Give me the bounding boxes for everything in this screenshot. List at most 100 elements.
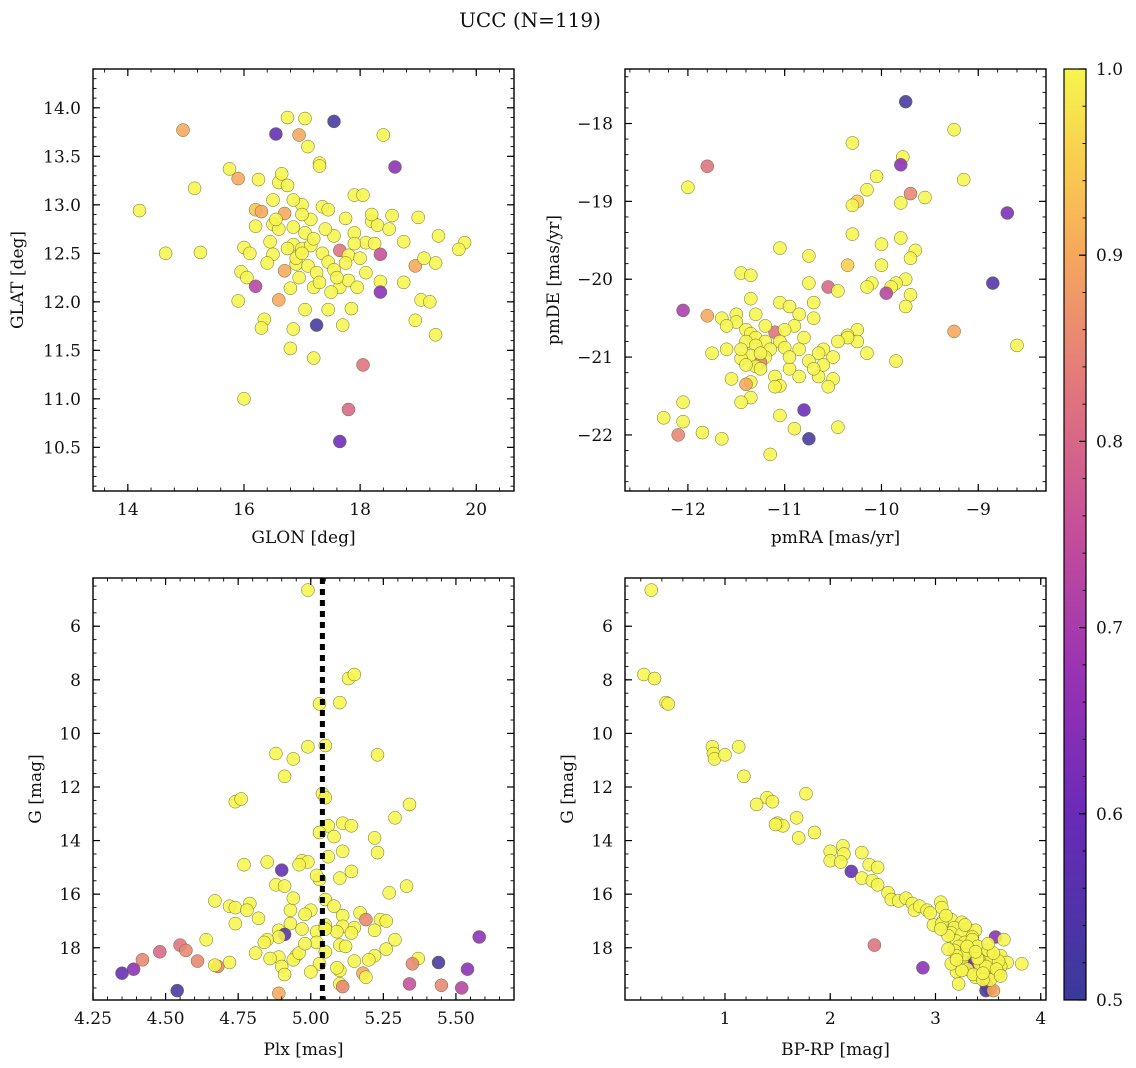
x-tick-label: −10 xyxy=(864,500,900,520)
data-point xyxy=(359,912,373,927)
data-point xyxy=(272,930,286,944)
data-point xyxy=(700,309,715,323)
data-point xyxy=(382,886,396,900)
data-point xyxy=(115,966,129,980)
data-point xyxy=(283,916,298,931)
data-point xyxy=(292,128,306,142)
data-point xyxy=(126,962,141,976)
data-point xyxy=(1015,957,1029,971)
data-point xyxy=(802,249,816,263)
data-point xyxy=(280,178,295,193)
data-point xyxy=(855,845,869,860)
data-point xyxy=(976,966,990,980)
data-point xyxy=(452,242,466,257)
data-point xyxy=(789,811,804,825)
data-point xyxy=(321,302,335,317)
colorbar-ticks: 0.5 0.6 0.7 0.8 0.9 1.0 xyxy=(1079,60,1123,1011)
x-tick-label: 4 xyxy=(1035,1009,1046,1029)
data-point xyxy=(254,321,269,335)
data-point xyxy=(831,420,845,434)
data-point xyxy=(802,432,816,446)
panel-propermotion-ticks: −12 −11 −10 −9 −22 −21 −20 −19 −18 xyxy=(577,69,1046,520)
data-point xyxy=(385,208,399,223)
data-point xyxy=(744,291,758,306)
data-point xyxy=(327,114,341,129)
data-point xyxy=(324,285,338,299)
y-tick-label: 13.5 xyxy=(43,147,81,167)
data-point xyxy=(428,328,443,342)
data-point xyxy=(867,938,882,952)
data-point xyxy=(802,276,816,290)
data-point xyxy=(312,159,327,173)
data-point xyxy=(460,962,475,976)
x-tick-label: 4.75 xyxy=(219,1009,257,1029)
data-point xyxy=(898,94,913,109)
data-point xyxy=(840,258,855,272)
y-tick-label: −19 xyxy=(577,192,613,212)
data-point xyxy=(370,748,385,762)
data-point xyxy=(266,193,280,207)
colorbar-gradient xyxy=(1063,68,1087,1001)
y-tick-label: 8 xyxy=(602,671,613,691)
data-point xyxy=(955,963,969,978)
y-tick-label: 11.0 xyxy=(43,390,81,410)
x-tick-label: 14 xyxy=(117,500,139,520)
data-point xyxy=(222,955,237,970)
x-tick-label: 3 xyxy=(930,1009,941,1029)
data-point xyxy=(277,879,292,893)
y-tick-label: 18 xyxy=(591,939,613,959)
data-point xyxy=(765,794,780,809)
data-point xyxy=(367,831,382,845)
data-point xyxy=(274,863,289,877)
data-point xyxy=(237,392,251,406)
data-point xyxy=(734,395,748,409)
panel-plx-xlabel: Plx [mas] xyxy=(263,1040,343,1060)
data-point xyxy=(939,908,953,923)
data-point xyxy=(753,362,768,376)
data-point xyxy=(187,181,202,196)
data-point xyxy=(347,236,362,251)
data-point xyxy=(874,258,889,272)
data-point xyxy=(280,241,295,256)
y-tick-label: −22 xyxy=(577,426,613,446)
data-point xyxy=(283,281,298,295)
data-point xyxy=(870,878,885,892)
data-point xyxy=(362,953,376,967)
colorbar-tick-label: 0.8 xyxy=(1096,432,1123,452)
data-point xyxy=(272,986,286,1001)
data-point xyxy=(472,930,486,944)
data-point xyxy=(986,276,1000,290)
data-point xyxy=(298,907,312,922)
data-point xyxy=(344,819,359,833)
data-point xyxy=(248,946,263,960)
data-point xyxy=(434,978,449,993)
data-point xyxy=(845,136,860,150)
data-point xyxy=(748,307,763,322)
data-point xyxy=(768,379,782,394)
data-point xyxy=(744,268,758,283)
data-point xyxy=(208,894,222,908)
data-point xyxy=(333,871,347,885)
data-point xyxy=(782,350,797,364)
data-point xyxy=(298,111,312,126)
panel-galactic-xlabel: GLON [deg] xyxy=(251,528,355,548)
data-point xyxy=(773,241,787,255)
data-point xyxy=(870,860,885,875)
data-point xyxy=(373,247,388,262)
data-point xyxy=(993,969,1008,983)
data-point xyxy=(298,302,312,317)
data-point xyxy=(417,251,431,265)
data-point xyxy=(286,752,301,766)
data-point xyxy=(286,891,301,905)
data-point xyxy=(335,844,350,859)
colorbar-tick-label: 0.9 xyxy=(1096,246,1123,266)
y-tick-label: −20 xyxy=(577,270,613,290)
data-point xyxy=(396,275,411,290)
data-point xyxy=(860,280,874,294)
data-point xyxy=(277,967,292,982)
data-point xyxy=(292,270,306,285)
data-point xyxy=(283,903,298,917)
data-point xyxy=(274,167,289,181)
colorbar-tick-label: 0.5 xyxy=(1096,991,1123,1011)
